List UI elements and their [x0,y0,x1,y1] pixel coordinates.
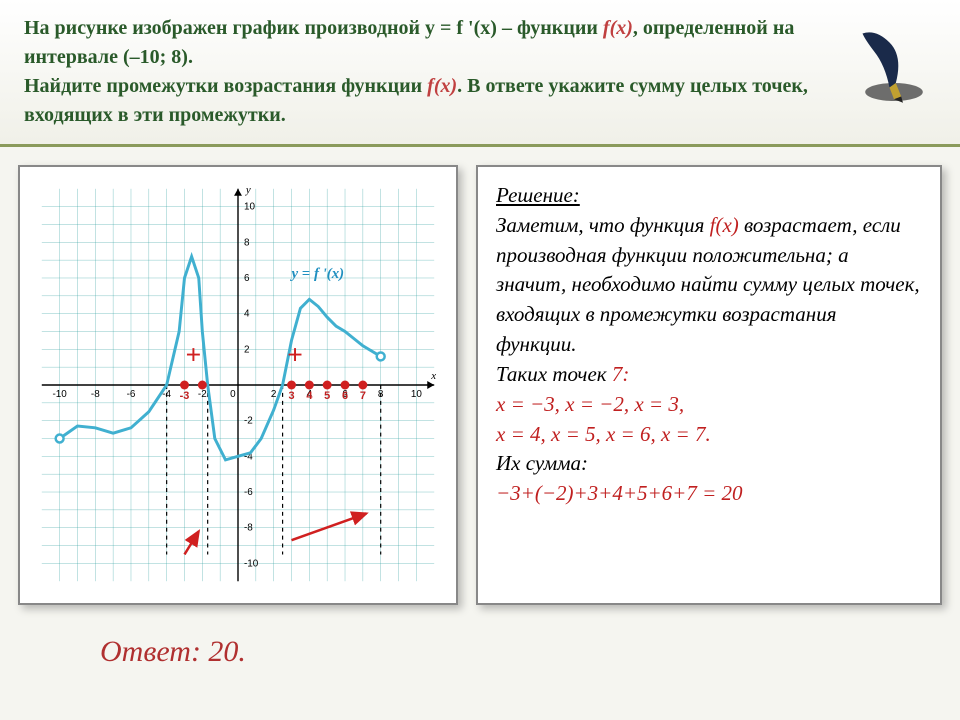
svg-text:-2: -2 [198,389,207,400]
svg-text:+: + [287,340,303,371]
solution-paragraph: Заметим, что функция f(x) возрастает, ес… [496,211,922,360]
svg-text:x: x [430,370,436,382]
svg-text:6: 6 [244,273,250,284]
svg-text:6: 6 [342,390,348,402]
svg-text:2: 2 [244,344,250,355]
points-list: x = 4, x = 5, x = 6, x = 7. [496,420,922,450]
problem-header: На рисунке изображен график производной … [0,0,960,147]
solution-paragraph: Таких точек 7: [496,360,922,390]
interval: (–10; 8) [123,46,188,68]
text-fragment: На рисунке изображен график производной [24,17,425,39]
text-fragment: Таких точек [496,362,612,386]
formula: f(x) [710,213,739,237]
svg-text:10: 10 [411,389,423,400]
svg-text:-2: -2 [244,416,253,427]
svg-text:-10: -10 [52,389,67,400]
svg-text:4: 4 [244,309,250,320]
point-count: 7: [612,362,630,386]
text-fragment: . [188,46,193,68]
svg-text:10: 10 [244,202,256,213]
solution-panel: Решение: Заметим, что функция f(x) возра… [476,165,942,605]
problem-text: На рисунке изображен график производной … [24,14,840,130]
svg-text:4: 4 [306,390,312,402]
formula: f(x) [427,75,457,97]
svg-text:y = f '(x): y = f '(x) [290,266,345,282]
text-fragment: Найдите промежутки возрастания функции [24,75,427,97]
svg-text:-6: -6 [127,389,136,400]
svg-text:7: 7 [360,390,366,402]
svg-text:y: y [245,184,251,196]
svg-text:-8: -8 [91,389,100,400]
sum-label: Их сумма: [496,449,922,479]
text-fragment: Заметим, что функция [496,213,710,237]
svg-text:0: 0 [230,389,236,400]
chart-container: -10-8-6-4-2246810-10-8-6-4-22468100-3345… [18,165,458,605]
svg-text:-3: -3 [180,390,190,402]
svg-text:5: 5 [324,390,330,402]
content-area: -10-8-6-4-2246810-10-8-6-4-22468100-3345… [0,147,960,613]
svg-text:+: + [186,340,202,371]
formula: f(x) [603,17,633,39]
derivative-chart: -10-8-6-4-2246810-10-8-6-4-22468100-3345… [20,167,456,603]
svg-text:2: 2 [271,389,277,400]
solution-title: Решение: [496,181,922,211]
sum-expression: −3+(−2)+3+4+5+6+7 = 20 [496,479,922,509]
formula: y = f '(x) [425,17,497,39]
svg-text:8: 8 [244,237,250,248]
svg-text:-6: -6 [244,487,253,498]
svg-text:3: 3 [288,390,294,402]
text-fragment: – функции [497,17,603,39]
svg-text:-10: -10 [244,558,259,569]
pen-icon [840,20,930,110]
points-list: x = −3, x = −2, x = 3, [496,390,922,420]
answer: Ответ: 20. [100,635,960,669]
svg-text:-8: -8 [244,523,253,534]
